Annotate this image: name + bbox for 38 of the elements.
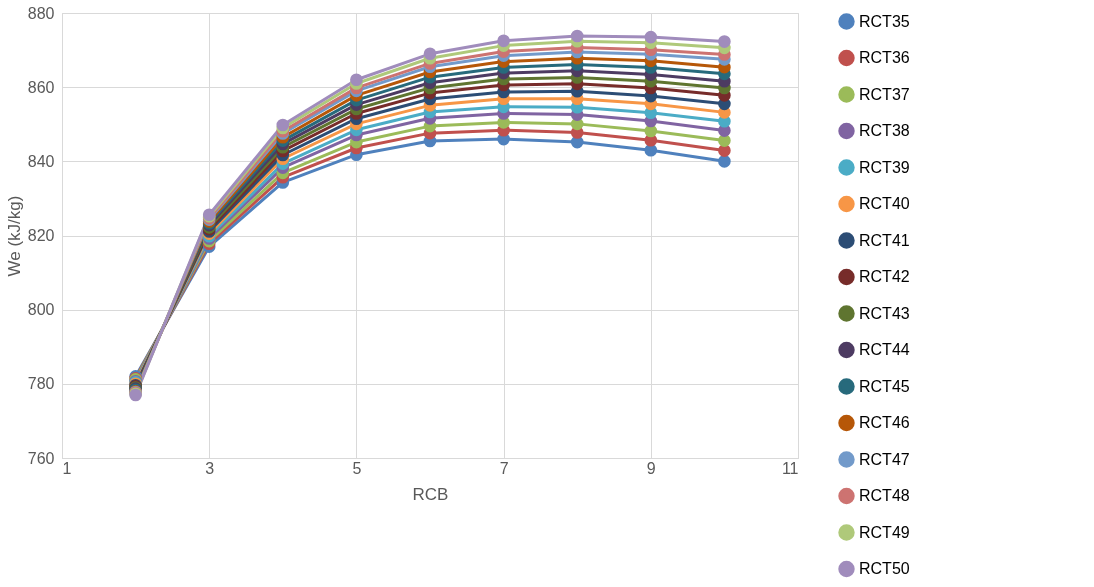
point <box>570 29 584 43</box>
x-tick-label: 9 <box>646 459 656 477</box>
legend-label: RCT49 <box>859 523 910 541</box>
point <box>718 155 731 168</box>
x-tick-label: 7 <box>499 459 509 477</box>
point <box>497 34 510 48</box>
legend-label: RCT50 <box>859 560 910 577</box>
legend-label: RCT48 <box>859 487 910 504</box>
y-tick-label: 880 <box>27 4 55 22</box>
y-axis-title: We (kJ/kg) <box>4 195 24 277</box>
legend-label: RCT36 <box>859 49 910 66</box>
point <box>350 73 363 87</box>
point <box>423 47 437 61</box>
legend-label: RCT44 <box>859 341 910 358</box>
legend-label: RCT47 <box>859 450 910 468</box>
x-axis-title: RCB <box>412 484 449 504</box>
x-tick-label: 11 <box>781 459 799 477</box>
legend-label: RCT42 <box>859 268 910 285</box>
y-tick-label: 760 <box>27 449 55 467</box>
x-tick-label: 3 <box>205 459 215 477</box>
y-tick-label: 800 <box>27 301 55 319</box>
x-tick-label: 1 <box>62 459 72 477</box>
y-tick-label: 780 <box>27 375 55 393</box>
legend-label: RCT38 <box>859 122 910 139</box>
legend-label: RCT41 <box>859 231 910 249</box>
y-tick-label: 860 <box>27 78 55 96</box>
y-tick-label: 820 <box>27 227 55 244</box>
legend-label: RCT39 <box>859 158 910 176</box>
point <box>718 35 731 48</box>
legend-label: RCT46 <box>859 414 910 431</box>
x-tick-label: 5 <box>352 459 362 477</box>
legend-label: RCT45 <box>859 377 910 395</box>
legend-label: RCT35 <box>859 12 910 30</box>
legend-label: RCT43 <box>859 304 910 322</box>
y-tick-label: 840 <box>27 152 55 170</box>
legend-label: RCT37 <box>859 85 910 103</box>
legend-label: RCT40 <box>859 195 910 212</box>
point <box>644 30 658 44</box>
